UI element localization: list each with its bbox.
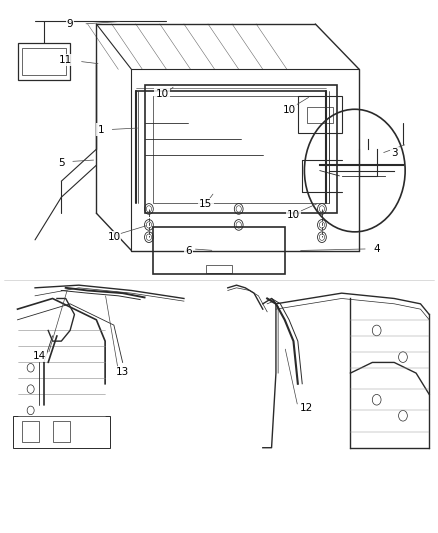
Bar bbox=[298, 96, 342, 133]
Text: 14: 14 bbox=[33, 351, 46, 361]
Bar bbox=[153, 227, 285, 274]
Text: 15: 15 bbox=[199, 199, 212, 209]
Text: 5: 5 bbox=[58, 158, 65, 167]
Bar bbox=[307, 107, 333, 123]
Text: 9: 9 bbox=[67, 19, 74, 29]
Bar bbox=[145, 85, 337, 213]
Text: 10: 10 bbox=[283, 106, 296, 115]
Bar bbox=[53, 421, 70, 442]
Text: 10: 10 bbox=[287, 211, 300, 220]
Text: 12: 12 bbox=[300, 403, 313, 413]
Text: 4: 4 bbox=[373, 244, 380, 254]
Bar bbox=[206, 265, 232, 273]
Text: 10: 10 bbox=[155, 90, 169, 99]
Bar bbox=[153, 96, 328, 203]
Text: 6: 6 bbox=[185, 246, 192, 255]
Text: 1: 1 bbox=[97, 125, 104, 134]
Text: 10: 10 bbox=[107, 232, 120, 241]
Bar bbox=[22, 421, 39, 442]
Bar bbox=[22, 48, 66, 75]
Text: 3: 3 bbox=[391, 148, 398, 158]
Bar bbox=[18, 43, 70, 80]
Text: 11: 11 bbox=[59, 55, 72, 65]
Text: 13: 13 bbox=[116, 367, 129, 377]
Bar bbox=[13, 416, 110, 448]
